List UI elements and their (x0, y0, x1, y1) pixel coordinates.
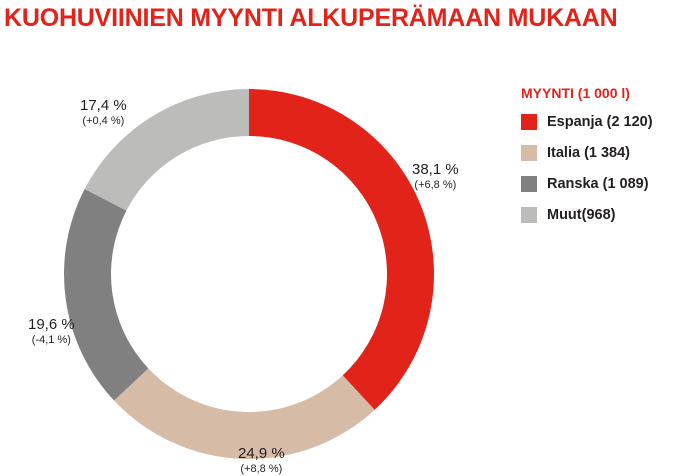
donut-slice-ranska (63, 189, 149, 401)
legend-title: MYYNTI (1 000 l) (521, 85, 630, 101)
slice-percent-ranska: 19,6 % (28, 316, 75, 333)
slice-change-ranska: (-4,1 %) (31, 334, 71, 346)
legend-item-italia: Italia (1 384) (521, 144, 653, 162)
donut-slice-italia (114, 368, 375, 459)
legend-item-ranska: Ranska (1 089) (521, 175, 653, 193)
slice-label-muut: 17,4 % (+0,4 %) (80, 97, 127, 128)
legend-label-espanja: Espanja (2 120) (547, 114, 653, 130)
slice-percent-espanja: 38,1 % (412, 161, 459, 178)
slice-label-espanja: 38,1 % (+6,8 %) (412, 161, 459, 192)
legend-swatch-ranska (521, 176, 537, 192)
legend-label-muut: Muut(968) (547, 207, 616, 223)
slice-percent-muut: 17,4 % (80, 97, 127, 114)
slice-label-italia: 24,9 % (+8,8 %) (238, 445, 285, 476)
legend-swatch-muut (521, 207, 537, 223)
legend: MYYNTI (1 000 l) Espanja (2 120) Italia … (521, 85, 653, 237)
legend-item-espanja: Espanja (2 120) (521, 113, 653, 131)
slice-percent-italia: 24,9 % (238, 445, 285, 462)
donut-slice-espanja (249, 89, 435, 410)
legend-label-italia: Italia (1 384) (547, 145, 631, 161)
slice-label-ranska: 19,6 % (-4,1 %) (28, 316, 75, 347)
legend-swatch-espanja (521, 114, 537, 130)
chart-title: KUOHUVIINIEN MYYNTI ALKUPERÄMAAN MUKAAN (4, 4, 618, 32)
legend-swatch-italia (521, 145, 537, 161)
legend-label-ranska: Ranska (1 089) (547, 176, 649, 192)
slice-change-espanja: (+6,8 %) (414, 179, 457, 191)
legend-item-muut: Muut(968) (521, 206, 653, 224)
donut-slice-muut (84, 89, 250, 211)
slice-change-muut: (+0,4 %) (82, 115, 125, 127)
slice-change-italia: (+8,8 %) (240, 463, 283, 475)
